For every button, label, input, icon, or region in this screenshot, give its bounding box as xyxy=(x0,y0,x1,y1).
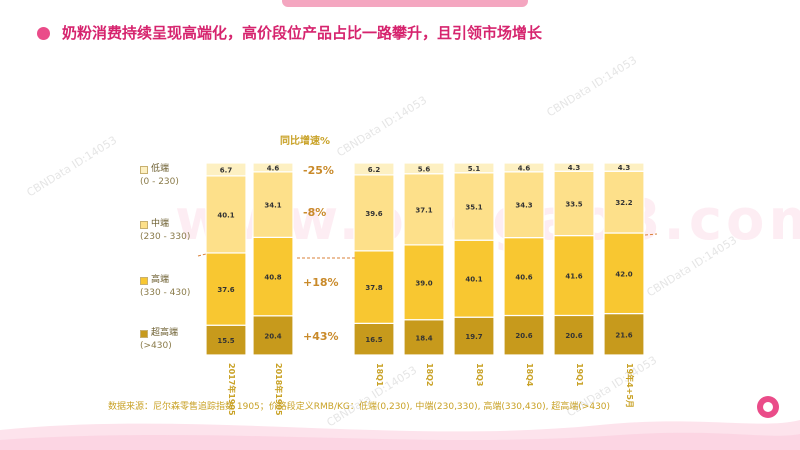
legend-range: (>430) xyxy=(140,341,172,351)
data-label: 5.6 xyxy=(418,165,431,173)
title-bullet-icon xyxy=(37,27,50,40)
bar-segment xyxy=(403,244,445,321)
x-tick-label: 19Q1 xyxy=(575,363,584,387)
source-note: 数据来源：尼尔森零售追踪指数 1905；价格段定义RMB/KG：低端(0,230… xyxy=(108,402,611,412)
data-label: 39.0 xyxy=(415,279,432,287)
legend-range: (230 - 330) xyxy=(140,232,191,242)
bar-segment xyxy=(453,162,495,174)
bar-segment xyxy=(603,312,645,356)
data-label: 33.5 xyxy=(565,200,582,208)
bar-segment xyxy=(403,173,445,246)
x-tick-label: 18Q3 xyxy=(475,363,484,387)
legend-range: (330 - 430) xyxy=(140,288,191,298)
bar-segment xyxy=(503,162,545,173)
data-label: 37.1 xyxy=(415,206,432,214)
legend-item-low: 低端 (0 - 230) xyxy=(140,163,179,189)
bar-segment xyxy=(353,162,395,176)
data-label: 21.6 xyxy=(615,331,632,339)
data-label: 41.6 xyxy=(565,273,582,281)
growth-high: +18% xyxy=(303,276,339,289)
bar-segment xyxy=(453,316,495,356)
bar-segment xyxy=(252,315,294,356)
data-label: 20.6 xyxy=(565,332,582,340)
bar-segment xyxy=(453,239,495,318)
legend-swatch-high xyxy=(140,276,148,285)
data-label: 20.6 xyxy=(515,332,532,340)
page-title: 奶粉消费持续呈现高端化，高价段位产品占比一路攀升，且引领市场增长 xyxy=(62,24,543,42)
data-label: 35.1 xyxy=(465,203,482,211)
data-label: 4.6 xyxy=(267,164,280,172)
bar-segment xyxy=(205,324,247,356)
top-tab-decoration xyxy=(282,0,528,7)
bar-segment xyxy=(553,234,595,317)
data-label: 40.1 xyxy=(217,211,234,219)
legend-item-high: 高端 (330 - 430) xyxy=(140,274,190,300)
trend-dash xyxy=(644,233,658,236)
bar-segment xyxy=(553,170,595,237)
legend-swatch-super xyxy=(140,329,148,338)
x-tick-label: 18Q1 xyxy=(375,363,384,387)
bar-segment xyxy=(353,250,395,324)
data-label: 39.6 xyxy=(365,210,382,218)
legend-label: 低端 xyxy=(151,164,170,174)
growth-super: +43% xyxy=(303,330,339,343)
trend-dash xyxy=(197,253,207,257)
bottom-wave-decoration xyxy=(0,420,800,450)
legend-label: 超高端 xyxy=(151,328,179,338)
data-label: 4.3 xyxy=(568,164,581,172)
bar-segment xyxy=(353,174,395,252)
bar-segment xyxy=(553,314,595,356)
bar-segment xyxy=(252,162,294,173)
data-label: 19.7 xyxy=(465,333,482,341)
data-label: 6.7 xyxy=(220,166,233,174)
legend-item-mid: 中端 (230 - 330) xyxy=(140,218,190,244)
corner-logo-icon xyxy=(757,396,779,418)
data-label: 37.6 xyxy=(217,286,234,294)
bar-segment xyxy=(252,171,294,238)
legend-label: 中端 xyxy=(151,219,170,229)
x-tick-label: 18Q4 xyxy=(525,363,534,387)
bar-segment xyxy=(353,322,395,356)
data-label: 32.2 xyxy=(615,199,632,207)
data-label: 40.6 xyxy=(515,274,532,282)
data-label: 20.4 xyxy=(264,332,281,340)
data-label: 4.3 xyxy=(618,164,631,172)
data-label: 42.0 xyxy=(615,270,632,278)
bar-segment xyxy=(403,319,445,356)
x-tick-label: 2018年1905 xyxy=(274,363,284,416)
legend-label: 高端 xyxy=(151,275,170,285)
data-label: 34.1 xyxy=(264,202,281,210)
data-label: 18.4 xyxy=(415,334,432,342)
bar-segment xyxy=(503,171,545,239)
data-label: 40.8 xyxy=(264,274,281,282)
bar-segment xyxy=(603,170,645,234)
x-tick-label: 19年4+5月 xyxy=(625,363,635,408)
bar-segment xyxy=(403,162,445,175)
x-tick-label: 18Q2 xyxy=(425,363,434,387)
bar-segment xyxy=(603,162,645,172)
data-label: 16.5 xyxy=(365,336,382,344)
data-label: 4.6 xyxy=(518,164,531,172)
bar-segment xyxy=(603,232,645,315)
data-label: 34.3 xyxy=(515,202,532,210)
legend-swatch-low xyxy=(140,165,148,174)
data-label: 40.1 xyxy=(465,276,482,284)
data-label: 15.5 xyxy=(217,337,234,345)
bar-segment xyxy=(252,236,294,317)
bar-segment xyxy=(503,314,545,356)
chart-header: 同比增速% xyxy=(280,136,331,147)
legend-range: (0 - 230) xyxy=(140,177,179,187)
bar-segment xyxy=(205,162,247,177)
legend-item-super: 超高端 (>430) xyxy=(140,327,178,353)
growth-low: -25% xyxy=(303,164,334,177)
x-tick-label: 2017年1905 xyxy=(227,363,237,416)
growth-mid: -8% xyxy=(303,206,327,219)
data-label: 6.2 xyxy=(368,166,381,174)
legend-swatch-mid xyxy=(140,220,148,229)
data-label: 5.1 xyxy=(468,165,481,173)
bar-segment xyxy=(553,162,595,172)
data-label: 37.8 xyxy=(365,284,382,292)
